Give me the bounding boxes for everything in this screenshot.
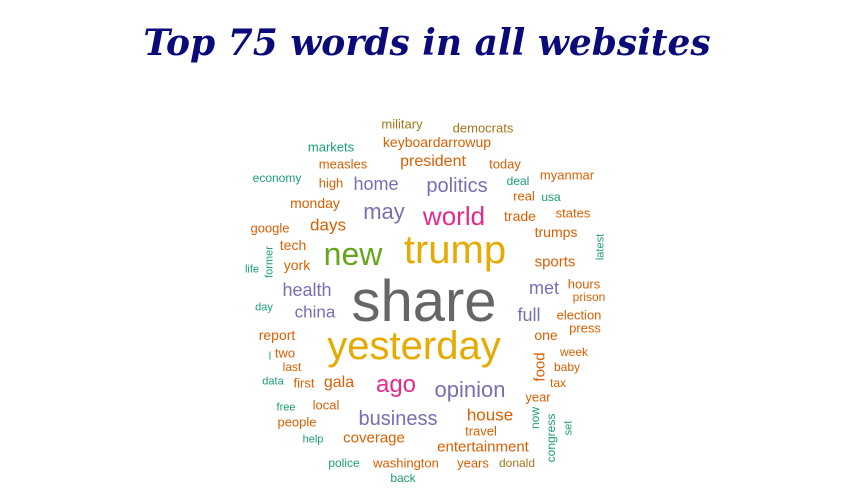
word-food: food [531,352,549,382]
word-one: one [534,327,558,343]
word-markets: markets [307,139,355,155]
word-china: china [294,302,336,322]
word-latest: latest [594,233,607,261]
word-day: day [255,301,273,314]
word-tech: tech [279,237,307,253]
word-congress: congress [544,413,558,463]
word-sports: sports [534,253,576,271]
word-today: today [489,156,521,172]
word-gala: gala [323,374,355,391]
word-monday: monday [290,195,340,211]
word-years: years [457,455,489,471]
word-days: days [310,215,346,235]
word-ago: ago [375,371,417,398]
word-help: help [302,433,324,446]
word-washington: washington [373,455,439,471]
word-tax: tax [549,376,567,390]
word-back: back [390,471,416,485]
word-google: google [250,220,290,236]
word-keyboardarrowup: keyboardarrowup [382,134,492,150]
word-police: police [328,456,360,470]
word-military: military [381,116,423,132]
word-l: l [268,350,272,363]
word-week: week [559,345,589,359]
word-myanmar: myanmar [539,167,595,183]
word-york: york [283,257,311,273]
word-usa: usa [541,190,561,204]
word-health: health [282,280,332,300]
word-report: report [258,327,296,343]
word-trade: trade [504,208,536,224]
word-world: world [422,201,486,231]
word-former: former [263,246,276,278]
word-trump: trump [403,228,507,272]
word-press: press [569,320,601,336]
word-last: last [282,360,302,374]
word-first: first [293,375,315,391]
word-president: president [400,153,466,170]
word-home: home [353,174,399,194]
word-full: full [517,305,541,325]
word-deal: deal [506,174,530,188]
word-set: set [562,420,575,436]
word-yesterday: yesterday [327,324,501,368]
word-hours: hours [567,276,601,292]
word-baby: baby [553,360,581,374]
word-may: may [363,199,405,224]
word-high: high [318,175,344,191]
word-travel: travel [465,423,497,439]
word-two: two [274,345,296,361]
word-real: real [513,188,535,204]
word-states: states [555,205,591,221]
word-politics: politics [426,175,488,197]
word-share: share [351,269,497,334]
word-data: data [262,375,284,388]
word-prison: prison [572,290,606,304]
word-local: local [312,397,340,413]
word-donald: donald [498,456,536,470]
chart-title: Top 75 words in all websites [143,22,711,64]
word-entertainment: entertainment [437,438,529,456]
word-democrats: democrats [452,120,514,136]
word-people: people [277,414,317,430]
word-election: election [556,307,602,323]
word-coverage: coverage [343,429,405,447]
word-now: now [528,406,542,430]
word-year: year [525,389,551,405]
word-trumps: trumps [534,224,578,240]
word-business: business [358,408,438,430]
word-life: life [244,263,260,276]
word-free: free [276,401,296,414]
word-new: new [323,236,383,272]
word-measles: measles [318,156,368,172]
word-house: house [466,405,514,425]
word-opinion: opinion [434,377,506,402]
word-met: met [528,278,560,298]
word-economy: economy [252,171,302,185]
